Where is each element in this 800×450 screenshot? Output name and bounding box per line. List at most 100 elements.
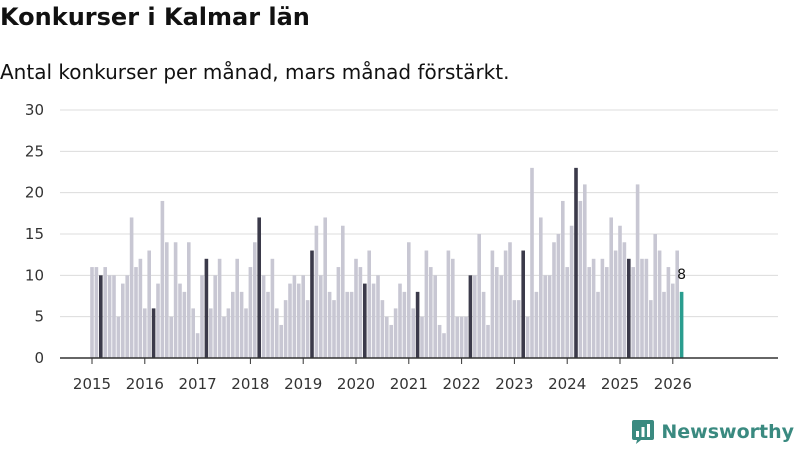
bar-march xyxy=(521,250,525,358)
bar-march xyxy=(204,258,209,358)
bar xyxy=(539,217,543,358)
x-tick-label: 2018 xyxy=(231,375,269,393)
bar xyxy=(587,267,591,358)
bar xyxy=(116,316,121,358)
bar xyxy=(495,267,499,358)
bar xyxy=(367,250,371,358)
bar xyxy=(437,324,442,358)
bar xyxy=(481,291,486,358)
x-tick-label: 2016 xyxy=(126,375,164,393)
x-tick-label: 2017 xyxy=(179,375,217,393)
bar xyxy=(178,283,182,358)
bar xyxy=(358,267,363,358)
bar xyxy=(657,250,662,358)
x-tick-label: 2026 xyxy=(654,375,692,393)
bar xyxy=(477,234,481,358)
y-tick-label: 0 xyxy=(34,349,44,367)
newsworthy-logo-icon xyxy=(632,420,655,444)
chart-subtitle: Antal konkurser per månad, mars månad fö… xyxy=(0,60,510,84)
bar xyxy=(336,267,341,358)
bar xyxy=(508,242,512,358)
bar xyxy=(543,275,547,358)
y-tick-label: 5 xyxy=(34,308,44,326)
bar xyxy=(107,275,112,358)
bar xyxy=(244,308,248,358)
bar xyxy=(327,291,332,358)
bar xyxy=(398,283,402,358)
bar xyxy=(644,258,649,358)
x-tick-label: 2021 xyxy=(390,375,428,393)
bar xyxy=(393,308,398,358)
data-labels: 8 xyxy=(677,267,686,283)
bar xyxy=(248,267,253,358)
bar xyxy=(191,308,195,358)
bar xyxy=(187,242,191,358)
bar xyxy=(424,250,429,358)
bar xyxy=(583,184,587,358)
x-tick-label: 2022 xyxy=(443,375,481,393)
bar xyxy=(283,300,288,358)
latest-value-label: 8 xyxy=(677,267,686,283)
x-tick-label: 2025 xyxy=(601,375,639,393)
bar xyxy=(446,250,451,358)
x-tick-label: 2015 xyxy=(73,375,111,393)
bar xyxy=(266,291,270,358)
x-tick-label: 2024 xyxy=(548,375,586,393)
bar xyxy=(613,250,618,358)
bar xyxy=(666,267,671,358)
y-tick-label: 15 xyxy=(25,225,44,243)
bar xyxy=(653,234,657,358)
bar xyxy=(147,250,151,358)
bar xyxy=(609,217,613,358)
bar xyxy=(464,316,468,358)
bar xyxy=(134,267,138,358)
bar-march xyxy=(310,250,314,358)
bar xyxy=(569,225,574,358)
bar xyxy=(239,291,244,358)
bar xyxy=(671,283,675,358)
bar xyxy=(323,217,327,358)
bar xyxy=(534,291,539,358)
bar xyxy=(226,308,231,358)
bar xyxy=(182,291,187,358)
bar xyxy=(517,300,521,358)
chart-title: Konkurser i Kalmar län xyxy=(0,3,310,31)
bar xyxy=(332,300,336,358)
bar xyxy=(640,258,644,358)
bar xyxy=(402,291,407,358)
bar xyxy=(618,225,622,358)
bar xyxy=(376,275,380,358)
brand-name: Newsworthy xyxy=(661,421,794,443)
bar-march xyxy=(468,275,473,358)
y-tick-label: 30 xyxy=(25,101,44,119)
x-tick-label: 2020 xyxy=(337,375,375,393)
bar xyxy=(371,283,376,358)
x-tick-label: 2023 xyxy=(495,375,533,393)
bar xyxy=(556,234,561,358)
bar xyxy=(354,258,358,358)
bar xyxy=(429,267,433,358)
bar xyxy=(275,308,279,358)
bar-march xyxy=(99,275,103,358)
bar xyxy=(297,283,301,358)
bar xyxy=(90,267,94,358)
bar xyxy=(319,275,323,358)
bar xyxy=(143,308,147,358)
bar-march xyxy=(415,291,420,358)
bar xyxy=(433,275,437,358)
bar-march xyxy=(257,217,261,358)
bar xyxy=(138,258,143,358)
bar xyxy=(442,333,446,358)
bar xyxy=(662,291,666,358)
bar xyxy=(552,242,556,358)
bar xyxy=(591,258,596,358)
newsworthy-logo: Newsworthy xyxy=(631,419,794,445)
bar xyxy=(349,291,354,358)
bar xyxy=(451,258,455,358)
bar xyxy=(103,267,107,358)
bar xyxy=(561,200,565,358)
bar xyxy=(288,283,292,358)
bar xyxy=(380,300,385,358)
bar xyxy=(341,225,345,358)
